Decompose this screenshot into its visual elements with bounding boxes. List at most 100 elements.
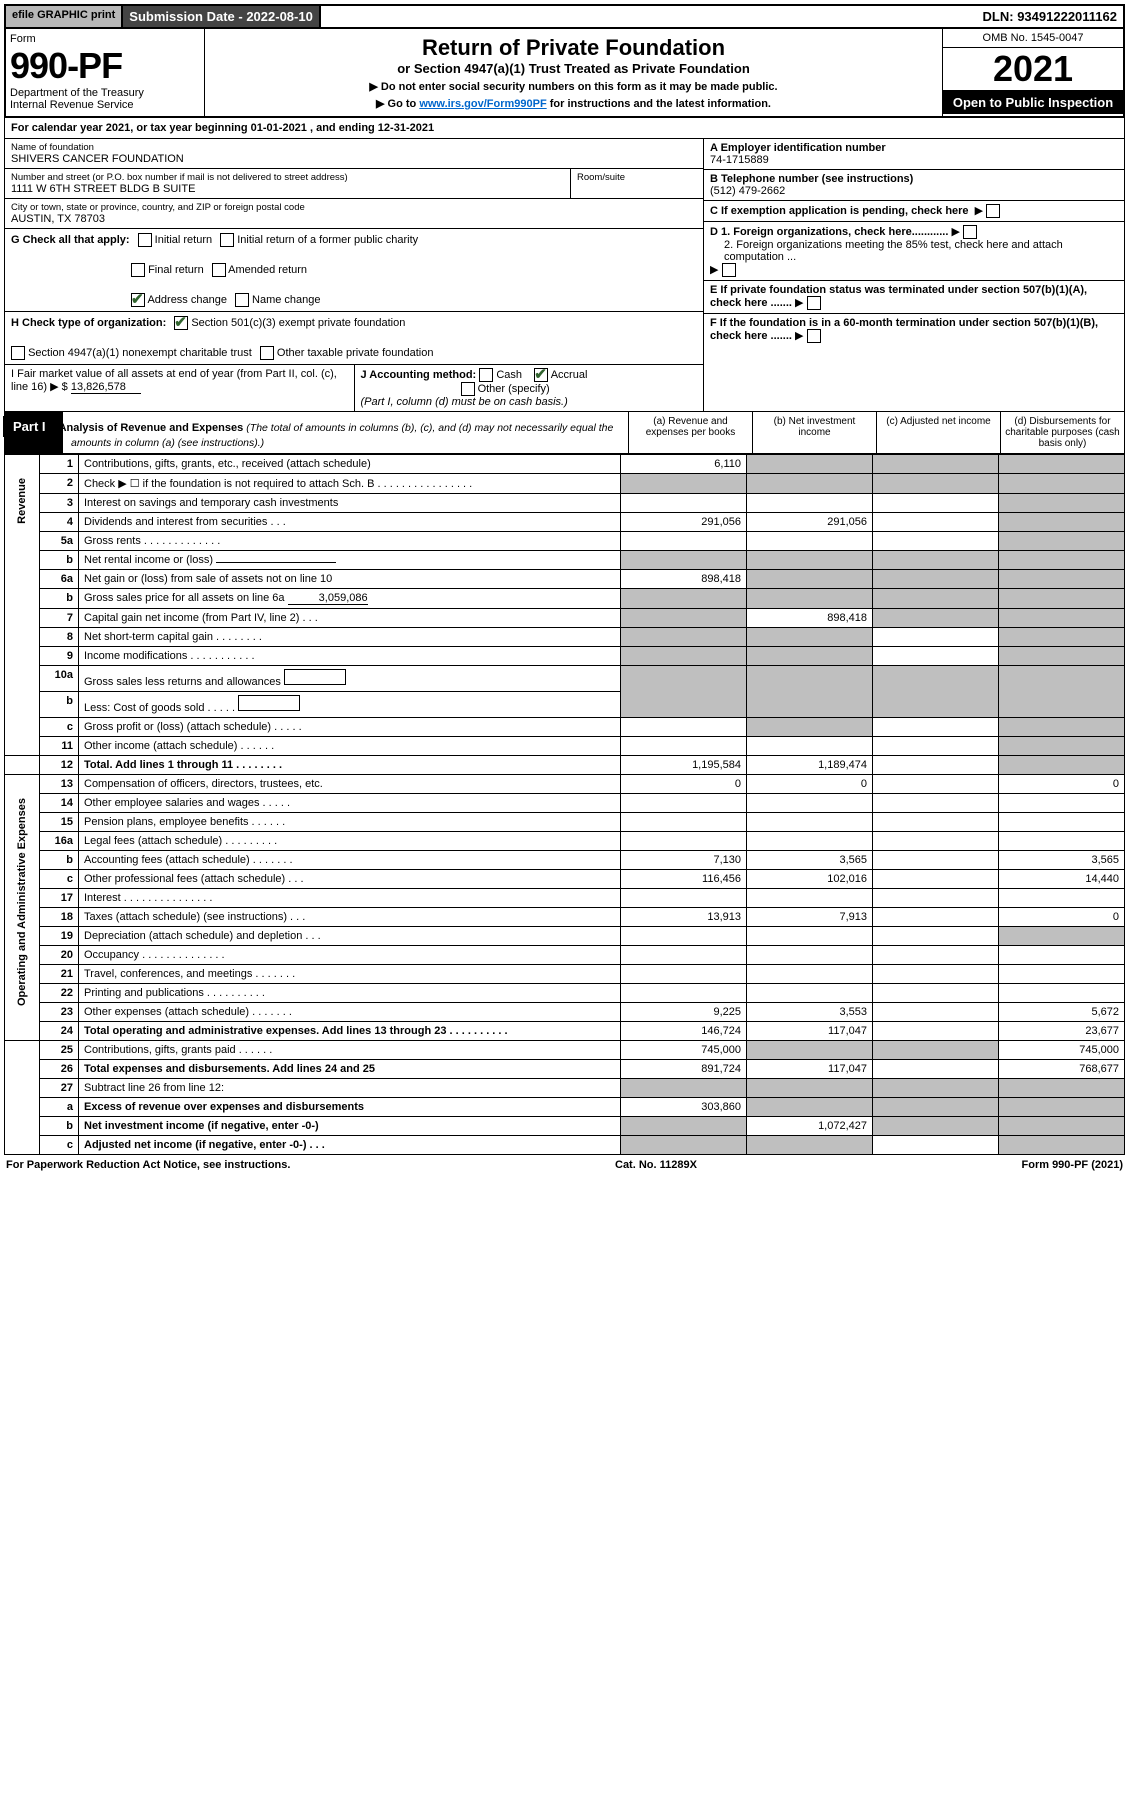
h-check-row: H Check type of organization: Section 50… [5, 312, 703, 365]
entity-block: Name of foundation SHIVERS CANCER FOUNDA… [4, 139, 1125, 412]
table-row: 10aGross sales less returns and allowanc… [5, 666, 1125, 692]
cb-exemption-pending[interactable] [986, 204, 1000, 218]
dln: DLN: 93491222011162 [977, 6, 1123, 27]
cb-other-org[interactable] [260, 346, 274, 360]
name-label: Name of foundation [11, 142, 697, 153]
table-row: 3Interest on savings and temporary cash … [5, 494, 1125, 513]
table-row: 26Total expenses and disbursements. Add … [5, 1060, 1125, 1079]
footer-left: For Paperwork Reduction Act Notice, see … [6, 1159, 290, 1171]
cb-initial[interactable] [138, 233, 152, 247]
dept-treasury: Department of the Treasury Internal Reve… [10, 87, 200, 111]
table-row: cOther professional fees (attach schedul… [5, 870, 1125, 889]
revenue-side-label: Revenue [5, 455, 40, 756]
cb-4947[interactable] [11, 346, 25, 360]
f-cell: F If the foundation is in a 60-month ter… [704, 314, 1124, 346]
city: AUSTIN, TX 78703 [11, 213, 697, 225]
ein-cell: A Employer identification number 74-1715… [704, 139, 1124, 170]
page-footer: For Paperwork Reduction Act Notice, see … [4, 1155, 1125, 1175]
phone-cell: B Telephone number (see instructions) (5… [704, 170, 1124, 201]
cb-60-month[interactable] [807, 329, 821, 343]
cb-amended[interactable] [212, 263, 226, 277]
table-row: 12Total. Add lines 1 through 11 . . . . … [5, 756, 1125, 775]
room-label: Room/suite [577, 172, 697, 183]
part1-header-row: Part I Analysis of Revenue and Expenses … [4, 412, 1125, 454]
table-row: 15Pension plans, employee benefits . . .… [5, 813, 1125, 832]
efile-label: efile GRAPHIC print [6, 6, 123, 27]
phone-label: B Telephone number (see instructions) [710, 173, 913, 185]
cb-name-change[interactable] [235, 293, 249, 307]
j-note: (Part I, column (d) must be on cash basi… [361, 396, 568, 408]
form-subtitle: or Section 4947(a)(1) Trust Treated as P… [211, 61, 936, 76]
form-word: Form [10, 33, 200, 45]
form-title: Return of Private Foundation [211, 35, 936, 61]
table-row: 11Other income (attach schedule) . . . .… [5, 737, 1125, 756]
cb-status-terminated[interactable] [807, 296, 821, 310]
cb-address-change[interactable] [131, 293, 145, 307]
table-row: 2Check ▶ ☐ if the foundation is not requ… [5, 474, 1125, 494]
c-label: C If exemption application is pending, c… [710, 205, 969, 217]
open-inspection: Open to Public Inspection [943, 91, 1123, 114]
table-row: cAdjusted net income (if negative, enter… [5, 1136, 1125, 1155]
col-b-header: (b) Net investment income [752, 412, 876, 453]
phone-value: (512) 479-2662 [710, 185, 785, 197]
table-row: 5aGross rents . . . . . . . . . . . . . [5, 532, 1125, 551]
address: 1111 W 6TH STREET BLDG B SUITE [11, 183, 564, 195]
table-row: 19Depreciation (attach schedule) and dep… [5, 927, 1125, 946]
cb-former[interactable] [220, 233, 234, 247]
table-row: 4Dividends and interest from securities … [5, 513, 1125, 532]
col-a-header: (a) Revenue and expenses per books [628, 412, 752, 453]
j-label: J Accounting method: [361, 369, 477, 381]
table-row: aExcess of revenue over expenses and dis… [5, 1098, 1125, 1117]
irs-link[interactable]: www.irs.gov/Form990PF [419, 98, 546, 110]
h-label: H Check type of organization: [11, 317, 166, 329]
table-row: 8Net short-term capital gain . . . . . .… [5, 628, 1125, 647]
footer-center: Cat. No. 11289X [615, 1159, 697, 1171]
footer-right: Form 990-PF (2021) [1022, 1159, 1124, 1171]
analysis-table: Revenue 1 Contributions, gifts, grants, … [4, 454, 1125, 1155]
foundation-name-cell: Name of foundation SHIVERS CANCER FOUNDA… [5, 139, 703, 169]
table-row: 18Taxes (attach schedule) (see instructi… [5, 908, 1125, 927]
ein-value: 74-1715889 [710, 154, 769, 166]
addr-label: Number and street (or P.O. box number if… [11, 172, 564, 183]
note-link: ▶ Go to www.irs.gov/Form990PF for instru… [211, 97, 936, 110]
header-left: Form 990-PF Department of the Treasury I… [6, 29, 205, 116]
city-label: City or town, state or province, country… [11, 202, 697, 213]
c-cell: C If exemption application is pending, c… [704, 201, 1124, 222]
col-c-header: (c) Adjusted net income [876, 412, 1000, 453]
part1-badge: Part I [3, 416, 56, 437]
fmv-cell: I Fair market value of all assets at end… [5, 365, 355, 411]
header-right: OMB No. 1545-0047 2021 Open to Public In… [942, 29, 1123, 116]
cb-foreign-org[interactable] [963, 225, 977, 239]
table-row: 16aLegal fees (attach schedule) . . . . … [5, 832, 1125, 851]
cb-accrual[interactable] [534, 368, 548, 382]
note-ssn: ▶ Do not enter social security numbers o… [211, 80, 936, 93]
e-cell: E If private foundation status was termi… [704, 281, 1124, 314]
cb-final[interactable] [131, 263, 145, 277]
header-center: Return of Private Foundation or Section … [205, 29, 942, 116]
cb-other-method[interactable] [461, 382, 475, 396]
table-row: 20Occupancy . . . . . . . . . . . . . . [5, 946, 1125, 965]
table-row: 23Other expenses (attach schedule) . . .… [5, 1003, 1125, 1022]
d1-label: D 1. Foreign organizations, check here..… [710, 226, 948, 238]
table-row: cGross profit or (loss) (attach schedule… [5, 718, 1125, 737]
foundation-name: SHIVERS CANCER FOUNDATION [11, 153, 697, 165]
table-row: 14Other employee salaries and wages . . … [5, 794, 1125, 813]
table-row: bAccounting fees (attach schedule) . . .… [5, 851, 1125, 870]
table-row: bGross sales price for all assets on lin… [5, 589, 1125, 609]
g-check-row: G Check all that apply: Initial return I… [5, 229, 703, 312]
table-row: 6aNet gain or (loss) from sale of assets… [5, 570, 1125, 589]
cb-85-test[interactable] [722, 263, 736, 277]
cb-cash[interactable] [479, 368, 493, 382]
table-row: 27Subtract line 26 from line 12: [5, 1079, 1125, 1098]
e-label: E If private foundation status was termi… [710, 284, 1087, 309]
table-row: 7Capital gain net income (from Part IV, … [5, 609, 1125, 628]
table-row: 24Total operating and administrative exp… [5, 1022, 1125, 1041]
table-row: 17Interest . . . . . . . . . . . . . . . [5, 889, 1125, 908]
room-cell: Room/suite [571, 169, 703, 198]
i-label: I Fair market value of all assets at end… [11, 368, 337, 393]
table-row: 25Contributions, gifts, grants paid . . … [5, 1041, 1125, 1060]
fmv-value: 13,826,578 [71, 381, 141, 394]
cb-501c3[interactable] [174, 316, 188, 330]
address-cell: Number and street (or P.O. box number if… [5, 169, 571, 198]
accounting-method-cell: J Accounting method: Cash Accrual Other … [355, 365, 704, 411]
